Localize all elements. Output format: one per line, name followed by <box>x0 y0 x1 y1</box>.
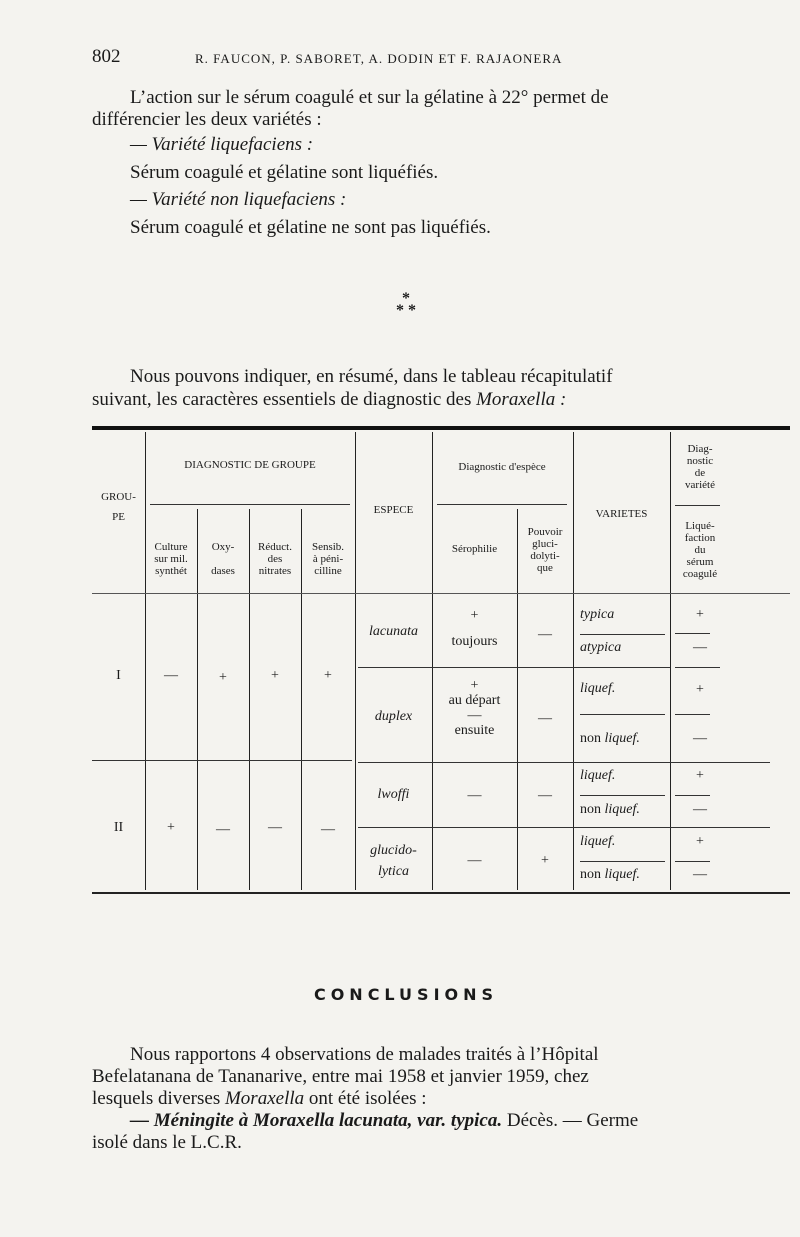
group-sensibilite: + <box>324 668 332 683</box>
column-line <box>355 432 356 890</box>
genus-name: Moraxella : <box>476 389 567 410</box>
summary-line: suivant, les caractères essentiels de di… <box>92 389 566 411</box>
header-espece: ESPECE <box>373 504 414 516</box>
liquefaction-value: — <box>693 867 707 882</box>
group-rule <box>92 760 352 761</box>
header-diagnostic-espece: Diagnostic d'espèce <box>458 461 546 473</box>
header-varietes: VARIETES <box>595 508 648 520</box>
variety-rule <box>580 861 665 862</box>
section-title: CONCLUSIONS <box>313 985 499 1004</box>
variety-name: non liquef. <box>580 867 640 882</box>
variety-title: — Variété non liquefaciens : <box>130 189 347 210</box>
group-oxydases: + <box>219 670 227 685</box>
variety-rule <box>675 633 710 634</box>
intro-line: différencier les deux variétés : <box>92 109 322 130</box>
column-line <box>670 432 671 890</box>
variety-rule <box>580 634 665 635</box>
header-pouvoir: Pouvoir gluci-dolyti-que <box>527 526 563 574</box>
variety-rule <box>675 714 710 715</box>
variety-text: Sérum coagulé et gélatine ne sont pas li… <box>130 217 491 238</box>
variety-name: liquef. <box>580 834 616 849</box>
header-rule <box>150 504 350 505</box>
header-culture: Culture sur mil. synthét <box>154 541 188 577</box>
serophilie: + au départ — ensuite <box>448 678 501 738</box>
species-name: glucido-lytica <box>370 843 417 879</box>
serophilie: + toujours <box>451 608 498 649</box>
variety-rule <box>675 861 710 862</box>
asterism-bottom: * * <box>396 302 416 319</box>
liquefaction-value: + <box>696 682 704 697</box>
table-bottom-rule <box>92 892 790 894</box>
pouvoir: — <box>538 627 552 642</box>
variety-rule <box>580 795 665 796</box>
header-diagnostic-variete: Diag-nostic de variété <box>685 443 715 491</box>
group-sensibilite: — <box>321 822 335 837</box>
variety-name: atypica <box>580 640 622 655</box>
column-line <box>145 432 146 890</box>
variety-name: typica <box>580 607 615 622</box>
liquefaction-value: + <box>696 607 704 622</box>
header-reduction: Réduct. des nitrates <box>258 541 292 577</box>
species-rule <box>675 667 720 668</box>
table-top-rule <box>92 426 790 430</box>
running-head: R. FAUCON, P. SABORET, A. DODIN ET F. RA… <box>195 51 563 66</box>
liquefaction-value: — <box>693 731 707 746</box>
header-diagnostic-groupe: DIAGNOSTIC DE GROUPE <box>184 459 316 471</box>
header-rule <box>675 505 720 506</box>
column-line <box>573 432 574 890</box>
variety-rule <box>580 714 665 715</box>
variety-name: liquef. <box>580 768 616 783</box>
group-oxydases: — <box>216 822 230 837</box>
page-number: 802 <box>92 46 121 67</box>
conclusion-line: lesquels diverses Moraxella ont été isol… <box>92 1088 427 1109</box>
serophilie: — <box>467 788 482 803</box>
liquefaction-value: + <box>696 768 704 783</box>
header-groupe: GROU- PE <box>101 491 136 523</box>
liquefaction-value: — <box>693 640 707 655</box>
header-oxydases: Oxy- dases <box>211 541 235 577</box>
variety-title: — Variété liquefaciens : <box>130 134 314 155</box>
asterism-top: * <box>402 290 410 307</box>
pouvoir: — <box>538 788 552 803</box>
variety-text: Sérum coagulé et gélatine sont liquéfiés… <box>130 162 439 183</box>
group-culture: — <box>164 668 178 683</box>
pouvoir: — <box>538 711 552 726</box>
species-name: duplex <box>374 709 413 724</box>
variety-name: non liquef. <box>580 802 640 817</box>
column-line <box>432 432 433 890</box>
pouvoir: + <box>541 853 549 868</box>
variety-rule <box>675 795 710 796</box>
header-liquefaction: Liqué-faction du sérum coagulé <box>682 520 718 580</box>
conclusion-line: Nous rapportons 4 observations de malade… <box>130 1044 599 1065</box>
variety-name: liquef. <box>580 681 616 696</box>
conclusion-line: Befelatanana de Tananarive, entre mai 19… <box>92 1066 589 1087</box>
conclusion-line: — Méningite à Moraxella lacunata, var. t… <box>130 1110 639 1131</box>
group-reduction: — <box>268 820 282 835</box>
column-line <box>301 509 302 890</box>
group-culture: + <box>167 820 175 835</box>
group-reduction: + <box>271 668 279 683</box>
species-rule <box>358 762 770 763</box>
header-sensibilite: Sensib. à péni-cilline <box>311 541 345 577</box>
species-rule <box>358 827 770 828</box>
intro-line: L’action sur le sérum coagulé et sur la … <box>130 87 609 108</box>
variety-name: non liquef. <box>580 731 640 746</box>
header-serophilie: Sérophilie <box>451 543 498 555</box>
group-label: II <box>113 820 124 835</box>
column-line <box>197 509 198 890</box>
conclusion-line: isolé dans le L.C.R. <box>92 1132 242 1153</box>
header-rule <box>437 504 567 505</box>
species-name: lwoffi <box>377 787 410 802</box>
liquefaction-value: — <box>693 802 707 817</box>
header-bottom-rule <box>92 593 790 594</box>
serophilie: — <box>467 853 482 868</box>
liquefaction-value: + <box>696 834 704 849</box>
species-name: lacunata <box>369 624 418 639</box>
summary-line: Nous pouvons indiquer, en résumé, dans l… <box>130 366 613 387</box>
column-line <box>517 509 518 890</box>
summary-text: suivant, les caractères essentiels de di… <box>92 389 477 410</box>
species-rule <box>358 667 670 668</box>
group-label: I <box>116 668 121 683</box>
column-line <box>249 509 250 890</box>
